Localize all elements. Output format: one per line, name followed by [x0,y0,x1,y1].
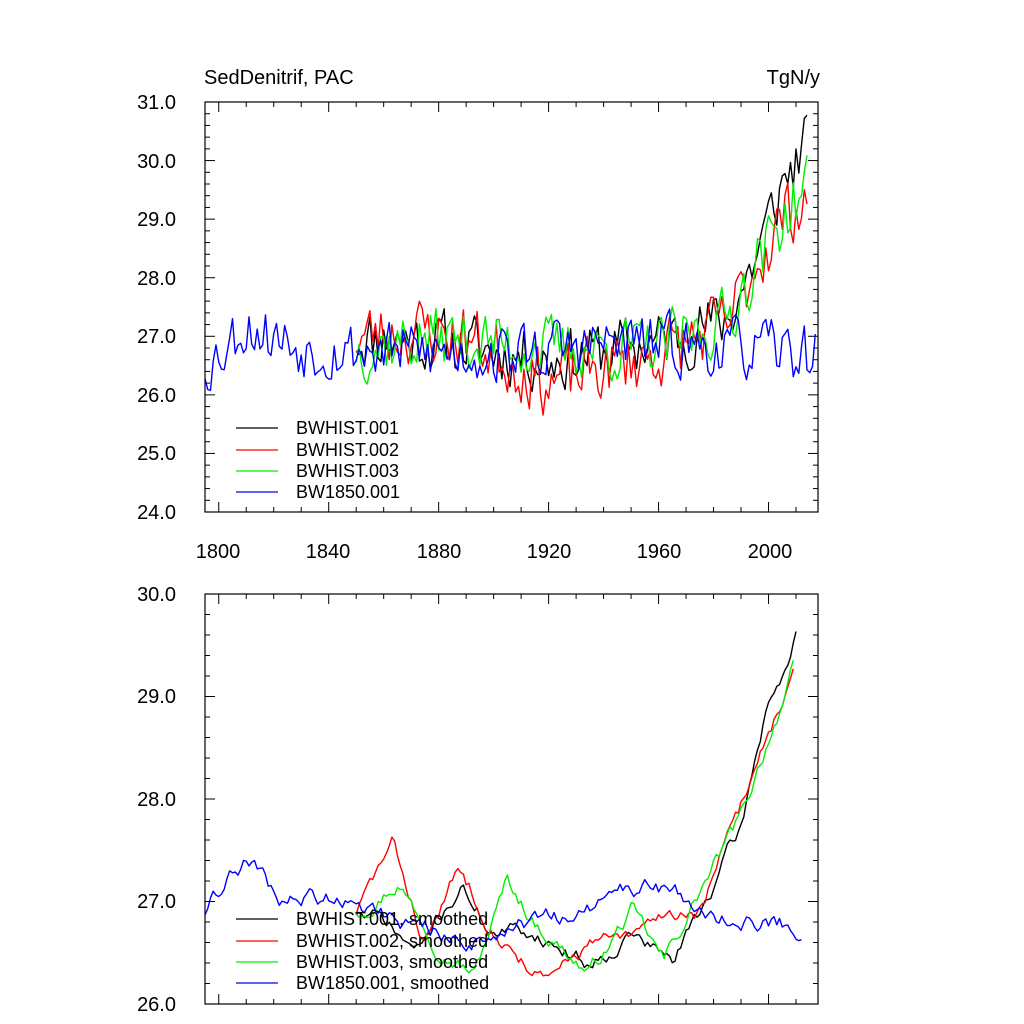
bottom-plot-frame [204,593,819,1005]
bottom-y-tick-labels: 26.0 27.0 28.0 29.0 30.0 [137,584,176,1016]
bottom-panel-series [204,631,802,977]
top-x-tick-labels: 1800 1840 1880 1920 1960 2000 [196,541,793,563]
x-tick-label: 1960 [637,541,682,563]
top-legend: BWHIST.001 BWHIST.002 BWHIST.003 BW1850.… [236,418,400,502]
y-tick-label: 27.0 [137,326,176,348]
x-tick-label: 2000 [748,541,793,563]
y-tick-label: 25.0 [137,443,176,465]
y-tick-label: 26.0 [137,994,176,1016]
top-panel-series [204,114,816,416]
top-plot-frame [204,101,819,513]
top-panel: SedDenitrif, PAC TgN/y 24.0 25.0 26.0 27… [137,67,820,563]
bottom-panel: 26.0 27.0 28.0 29.0 30.0 BWHIST.001, smo… [137,584,819,1016]
legend-label: BW1850.001 [296,482,400,502]
series-line-bw1850-001 [204,308,816,391]
y-tick-label: 31.0 [137,92,176,114]
bottom-legend: BWHIST.001, smoothed BWHIST.002, smoothe… [236,909,489,993]
y-tick-label: 27.0 [137,891,176,913]
legend-label: BWHIST.003, smoothed [296,952,488,972]
legend-label: BWHIST.003 [296,461,399,481]
y-tick-label: 30.0 [137,151,176,173]
series-line-bwhist-002-smoothed [355,668,794,977]
x-tick-label: 1800 [196,541,241,563]
legend-label: BWHIST.001 [296,418,399,438]
series-line-bw1850-001-smoothed [204,859,802,952]
x-tick-label: 1920 [527,541,572,563]
y-tick-label: 30.0 [137,584,176,606]
chart-title: SedDenitrif, PAC [204,67,354,89]
top-panel-ticks [205,101,818,513]
units-label: TgN/y [767,67,820,89]
legend-label: BWHIST.002 [296,440,399,460]
legend-label: BW1850.001, smoothed [296,973,489,993]
y-tick-label: 29.0 [137,209,176,231]
y-tick-label: 29.0 [137,686,176,708]
x-tick-label: 1840 [306,541,351,563]
y-tick-label: 28.0 [137,268,176,290]
y-tick-label: 28.0 [137,789,176,811]
series-line-bwhist-003-smoothed [355,660,794,974]
series-line-bwhist-002 [355,182,808,416]
legend-label: BWHIST.001, smoothed [296,909,488,929]
y-tick-label: 24.0 [137,502,176,524]
legend-label: BWHIST.002, smoothed [296,931,488,951]
top-y-tick-labels: 24.0 25.0 26.0 27.0 28.0 29.0 30.0 31.0 [137,92,176,524]
x-tick-label: 1880 [417,541,462,563]
y-tick-label: 26.0 [137,385,176,407]
